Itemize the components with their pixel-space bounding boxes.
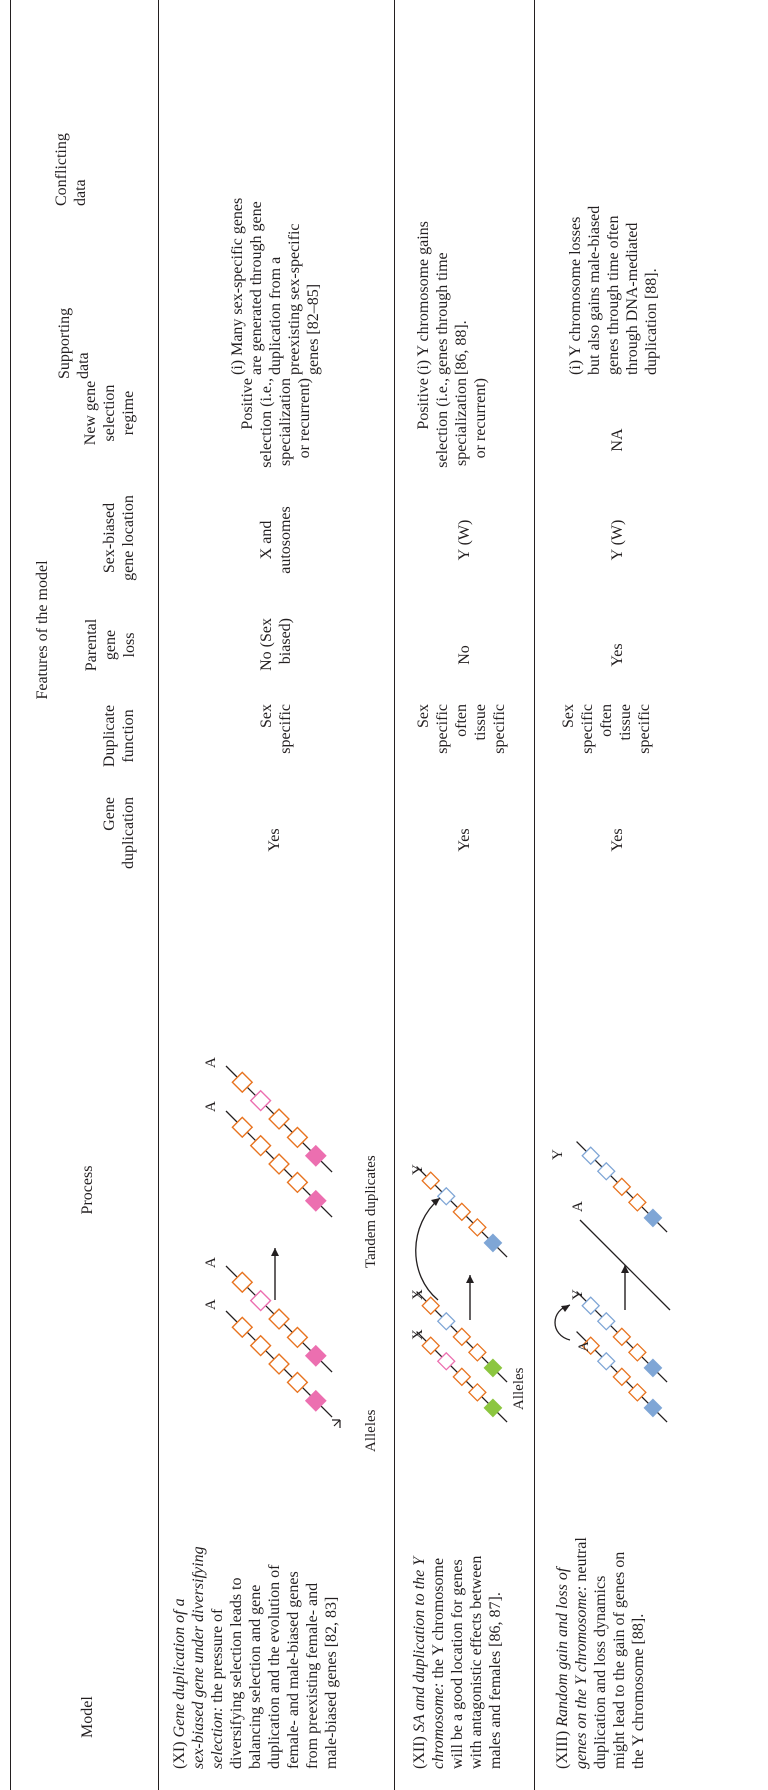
row-xii-duplicate-function: Sex specific often tissue specific	[415, 704, 508, 754]
row-xi-gene-duplication: Yes	[266, 828, 283, 852]
chrom-label-a3: A	[203, 1101, 219, 1112]
transposition-curve-arrow	[415, 1197, 441, 1301]
row-xiii-new-gene-selection: NA	[609, 428, 626, 452]
chrom-label-y: Y	[410, 1164, 426, 1175]
chrom-label-a4: A	[203, 1057, 219, 1068]
chromosome-strand-duplicate-2	[225, 1065, 333, 1173]
chrom-label-a: A	[576, 1341, 592, 1352]
header-parental-gene-loss: Parental gene loss	[83, 618, 138, 672]
row-xiii-model-description: (XIII) Random gain and loss of genes on …	[554, 1537, 647, 1769]
row-separator-1	[394, 0, 395, 1790]
caption-alleles: Alleles	[511, 1367, 527, 1410]
arrowhead-icon	[621, 1265, 629, 1273]
header-model: Model	[79, 1696, 96, 1738]
row-separator-2	[534, 0, 535, 1790]
arrowhead-icon	[271, 1248, 279, 1256]
header-gene-duplication: Gene duplication	[101, 797, 137, 869]
row-xiii-gene-duplication: Yes	[609, 828, 626, 852]
row-xiii-y-gain-loss-diagram: A Y A Y	[550, 1141, 671, 1423]
row-xii-supporting-data: (i) Y chromosome gains genes through tim…	[415, 221, 470, 375]
row-xi-model-description: (XI) Gene duplication of a sex-biased ge…	[171, 1546, 340, 1769]
header-process: Process	[79, 1165, 96, 1215]
row-xi-parental-gene-loss: No (Sex biased)	[258, 618, 294, 671]
row-xii-parental-gene-loss: No	[456, 645, 473, 665]
chromosome-strand-y-after	[576, 1141, 668, 1233]
caption-alleles: Alleles	[363, 1409, 379, 1452]
header-features-group: Features of the model	[34, 560, 51, 700]
chromosome-strand-a	[576, 1331, 668, 1423]
chromosome-strand-allele-1	[225, 1310, 333, 1418]
chromosome-strand-allele-2	[225, 1265, 333, 1373]
row-xiii-sex-biased-location: Y (W)	[609, 519, 626, 561]
chrom-label-x2: X	[410, 1289, 426, 1300]
chrom-label-a2: A	[203, 1257, 219, 1268]
header-sex-biased-location: Sex-biased gene location	[101, 495, 137, 581]
row-xii-sex-biased-location: Y (W)	[456, 519, 473, 561]
chromosome-strand-x1	[416, 1331, 508, 1423]
row-xii-new-gene-selection: Positive selection (i.e., specialization…	[415, 378, 489, 468]
row-xiii-supporting-data: (i) Y chromosome losses but also gains m…	[567, 205, 660, 375]
header-bottom-rule	[158, 0, 159, 1790]
header-supporting-data: Supporting data	[56, 307, 92, 379]
row-xi-supporting-data: (i) Many sex-specific genes are generate…	[229, 197, 322, 375]
row-xi-duplicate-function: Sex specific	[258, 704, 294, 754]
row-xi-sex-biased-location: X and autosomes	[258, 506, 294, 574]
row-xii-gene-duplication: Yes	[456, 828, 473, 852]
row-xiii-duplicate-function: Sex specific often tissue specific	[560, 704, 653, 754]
crossing-arrow-icon	[332, 1419, 341, 1428]
row-xi-new-gene-selection: Positive selection (i.e., specialization…	[239, 378, 313, 468]
caption-tandem-duplicates: Tandem duplicates	[363, 1155, 379, 1268]
chromosome-strand-x2	[416, 1291, 508, 1383]
row-xii-model-description: (XII) SA and duplication to the Y chromo…	[411, 1555, 504, 1769]
row-xii-y-duplication-diagram: X X Y Alleles	[410, 1164, 527, 1423]
chrom-label-x1: X	[410, 1329, 426, 1340]
chrom-label-y: Y	[570, 1289, 586, 1300]
arrowhead-icon	[466, 1275, 474, 1283]
chrom-label-a-after: A	[570, 1201, 586, 1212]
chrom-label-a1: A	[203, 1299, 219, 1310]
arrowhead-icon	[561, 1305, 570, 1312]
header-conflicting-data: Conflicting data	[53, 133, 89, 206]
gene-swap-curve-arrow	[554, 1304, 571, 1341]
chromosome-strand-y	[416, 1166, 508, 1258]
chromosome-strand-y-before	[576, 1291, 668, 1383]
chrom-label-y-after: Y	[550, 1149, 566, 1160]
chromosome-strand-duplicate-1	[225, 1110, 333, 1218]
row-xi-gene-duplication-diagram: A A A A Alleles Tandem duplicates	[203, 1057, 379, 1452]
arrowhead-icon	[431, 1198, 440, 1206]
table-top-rule	[10, 0, 11, 1790]
row-xiii-parental-gene-loss: Yes	[609, 643, 626, 667]
